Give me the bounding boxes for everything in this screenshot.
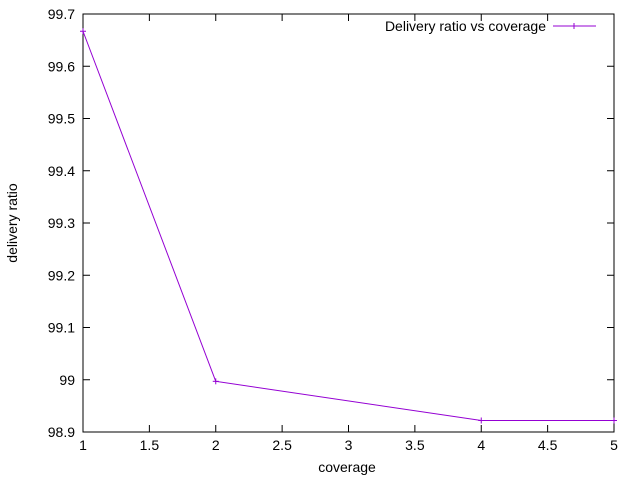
data-point-marker bbox=[611, 417, 617, 424]
x-tick-label: 2 bbox=[212, 437, 220, 453]
y-tick-label: 99.1 bbox=[48, 320, 75, 336]
x-tick-label: 3 bbox=[345, 437, 353, 453]
y-tick-label: 99.2 bbox=[48, 267, 75, 283]
x-tick-label: 5 bbox=[610, 437, 618, 453]
series-layer bbox=[80, 28, 617, 424]
plot-frame bbox=[82, 13, 615, 433]
x-tick-label: 1 bbox=[79, 437, 87, 453]
x-tick-label: 3.5 bbox=[405, 437, 425, 453]
legend-marker bbox=[571, 23, 577, 29]
y-tick-label: 98.9 bbox=[48, 424, 75, 440]
y-tick-label: 99.5 bbox=[48, 111, 75, 127]
y-axis-ticks: 98.9 99 99.1 99.2 99.3 99.4 99.5 99.6 99.7 bbox=[48, 6, 614, 440]
legend: Delivery ratio vs coverage bbox=[385, 18, 596, 34]
x-tick-label: 2.5 bbox=[272, 437, 292, 453]
y-tick-label: 99 bbox=[59, 372, 75, 388]
legend-label: Delivery ratio vs coverage bbox=[385, 18, 546, 34]
y-tick-label: 99.3 bbox=[48, 215, 75, 231]
y-axis-label: delivery ratio bbox=[4, 183, 20, 263]
y-tick-label: 99.7 bbox=[48, 6, 75, 22]
series-line bbox=[82, 31, 614, 422]
x-tick-label: 4.5 bbox=[538, 437, 558, 453]
x-axis-label: coverage bbox=[318, 459, 376, 475]
data-point-marker bbox=[80, 28, 86, 35]
x-tick-label: 4 bbox=[477, 437, 485, 453]
data-point-marker bbox=[478, 417, 485, 424]
y-tick-label: 99.6 bbox=[48, 58, 75, 74]
data-point-marker bbox=[212, 378, 219, 385]
x-axis-ticks: 1 1.5 2 2.5 3 3.5 4 4.5 5 bbox=[79, 14, 618, 453]
y-tick-label: 99.4 bbox=[48, 163, 75, 179]
x-tick-label: 1.5 bbox=[140, 437, 160, 453]
